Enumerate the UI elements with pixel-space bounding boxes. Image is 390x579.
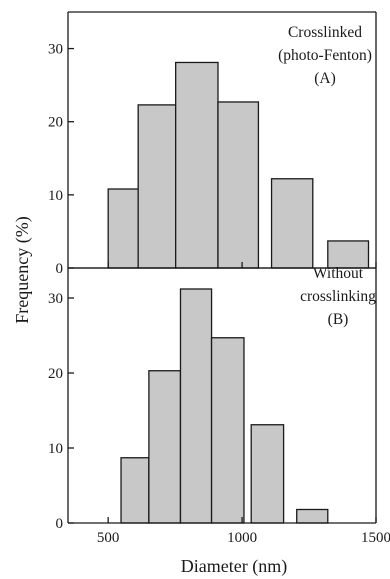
x-tick-label-1000: 1000 — [227, 530, 257, 546]
x-tick-label-500: 500 — [97, 530, 120, 546]
histogram-bar-b-5 — [250, 424, 285, 524]
histogram-bar-b-4 — [210, 337, 245, 524]
histogram-bar-b-1 — [120, 457, 150, 524]
histogram-bar-b-6 — [296, 508, 329, 524]
y-tick-label-b-30: 30 — [48, 291, 63, 307]
histogram-bar-a-6 — [327, 240, 370, 269]
y-tick-label-b-20: 20 — [48, 366, 63, 382]
y-tick-label-b-10: 10 — [48, 441, 63, 457]
x-axis-title: Diameter (nm) — [181, 556, 287, 577]
panel-annotation-a-1: Crosslinked — [288, 24, 362, 41]
panel-annotation-a-3: (A) — [314, 70, 336, 87]
histogram-bar-a-3 — [175, 61, 219, 269]
y-tick-label-a-30: 30 — [48, 42, 63, 58]
panel-annotation-a-2: (photo-Fenton) — [278, 47, 372, 64]
histogram-bar-b-2 — [148, 370, 182, 524]
y-tick-label-a-10: 10 — [48, 188, 63, 204]
y-tick-label-b-0: 0 — [56, 516, 64, 532]
histogram-bar-a-2 — [137, 104, 177, 269]
y-axis-title: Frequency (%) — [12, 216, 33, 323]
histogram-bar-a-5 — [270, 178, 314, 269]
y-tick-label-a-0: 0 — [56, 261, 64, 277]
histogram-bar-b-3 — [179, 288, 213, 524]
histogram-bar-a-1 — [107, 188, 139, 269]
histogram-bar-a-4 — [217, 101, 260, 269]
panel-annotation-b-3: (B) — [328, 311, 349, 328]
x-tick-label-1500: 1500 — [361, 530, 390, 546]
panel-annotation-b-1: Without — [313, 265, 364, 282]
panel-annotation-b-2: crosslinking — [300, 288, 376, 305]
y-tick-label-a-20: 20 — [48, 115, 63, 131]
